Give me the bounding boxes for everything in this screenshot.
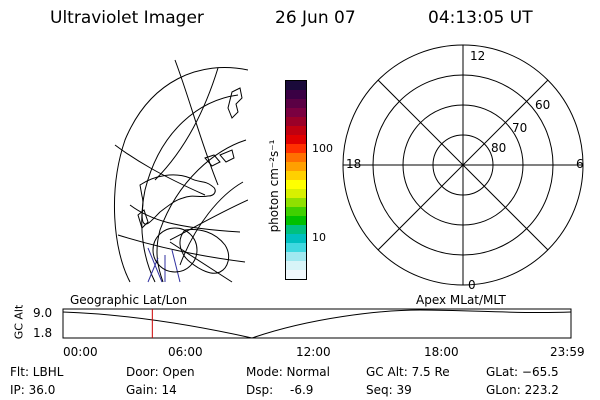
colorbar-tick-10: 10 — [312, 231, 326, 244]
mlt-label-18: 18 — [346, 157, 362, 171]
meridian-line — [174, 59, 219, 186]
meridian-line — [129, 204, 241, 233]
gc-alt-curve — [62, 309, 572, 339]
timeline-left-title: Geographic Lat/Lon — [70, 293, 188, 307]
earth-disk — [152, 227, 198, 273]
timeline-x-tick-1: 06:00 — [168, 345, 203, 359]
latitude-arc — [141, 94, 239, 283]
colorbar-tick-100: 100 — [312, 142, 333, 155]
timeline-x-tick-0: 00:00 — [63, 345, 98, 359]
timeline-x-tick-2: 12:00 — [296, 345, 331, 359]
meridian-line — [154, 67, 219, 181]
mlt-line-9-21 — [377, 79, 549, 251]
timeline-x-tick-4: 23:59 — [550, 345, 585, 359]
meridian-line — [169, 241, 233, 283]
info-door: Door: Open — [126, 365, 195, 379]
instrument-title: Ultraviolet Imager — [50, 8, 204, 28]
globe-limb — [114, 67, 248, 283]
mlt-label-12: 12 — [470, 49, 486, 63]
info-dsp: Dsp: — [246, 383, 274, 397]
info-ip: IP: 36.0 — [10, 383, 56, 397]
info-dsp-value: -6.9 — [290, 383, 314, 397]
continent-outline — [179, 229, 230, 274]
mlt-label-6: 6 — [576, 157, 584, 171]
lat-label-60: 60 — [535, 98, 551, 112]
meridian-line — [117, 234, 246, 263]
meridian-line — [114, 144, 206, 196]
info-glon: GLon: 223.2 — [486, 383, 559, 397]
info-gain: Gain: 14 — [126, 383, 177, 397]
info-gc-alt: GC Alt: 7.5 Re — [366, 365, 450, 379]
info-seq: Seq: 39 — [366, 383, 412, 397]
island-outline — [204, 154, 221, 167]
info-glat: GLat: −65.5 — [486, 365, 559, 379]
timeline-right-title: Apex MLat/MLT — [416, 293, 506, 307]
time-label: 04:13:05 UT — [428, 8, 533, 28]
timeline-y-tick-bottom: 1.8 — [33, 326, 53, 340]
latitude-arc — [156, 139, 247, 283]
info-filter: Flt: LBHL — [10, 365, 64, 379]
info-mode: Mode: Normal — [246, 365, 330, 379]
island-outline — [227, 87, 243, 119]
island-outline — [219, 149, 235, 163]
lat-label-80: 80 — [491, 141, 507, 155]
timeline-y-tick-top: 9.0 — [33, 306, 53, 320]
timeline-frame — [62, 308, 572, 339]
lat-label-70: 70 — [512, 121, 528, 135]
antarctica-outline — [139, 174, 216, 225]
colorbar — [285, 80, 307, 280]
island-outline — [137, 209, 149, 229]
meridian-line — [169, 199, 248, 241]
mlt-label-0: 0 — [468, 278, 476, 292]
timeline-x-tick-3: 18:00 — [424, 345, 459, 359]
date-label: 26 Jun 07 — [275, 8, 356, 28]
